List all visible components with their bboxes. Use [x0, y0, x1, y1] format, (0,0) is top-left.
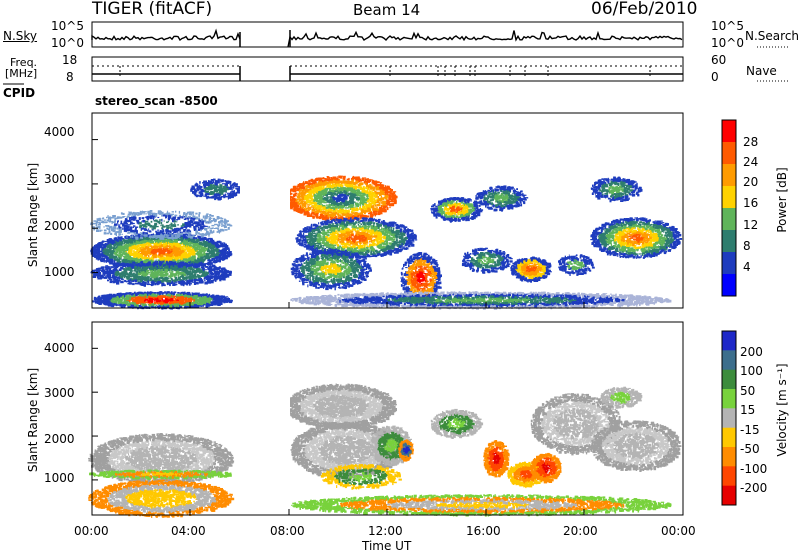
- date-label: 06/Feb/2010: [591, 0, 697, 19]
- velocity-colorbar-swatch: [722, 447, 736, 467]
- velocity-colorbar-swatch: [722, 350, 736, 370]
- velocity-colorbar-swatch: [722, 466, 736, 486]
- nave-tick-top: 60: [711, 53, 726, 67]
- velocity-ytick-3000: 3000: [44, 386, 75, 400]
- power-ytick-1000: 1000: [44, 265, 75, 279]
- velocity-colorbar-swatch: [722, 389, 736, 409]
- velocity-ylabel: Slant Range [km]: [26, 368, 40, 472]
- velocity-ytick-2000: 2000: [44, 432, 75, 446]
- nsky-label: N.Sky: [3, 29, 37, 43]
- xtick-0: 00:00: [74, 524, 109, 538]
- nave-label: Nave: [746, 64, 777, 78]
- power-cbar-tick: 12: [743, 218, 758, 232]
- nsearch-label: N.Search: [745, 29, 799, 43]
- velocity-colorbar-swatch: [722, 486, 736, 506]
- xtick-4: 16:00: [466, 524, 501, 538]
- nsky-tick-top: 10^5: [51, 19, 84, 33]
- power-ytick-4000: 4000: [44, 125, 75, 139]
- power-colorbar-swatch: [722, 120, 736, 143]
- xtick-5: 20:00: [563, 524, 598, 538]
- nsky-panel: [92, 22, 683, 47]
- velocity-cbar-tick: -200: [740, 481, 767, 495]
- xlabel: Time UT: [362, 539, 411, 553]
- freq-tick-bottom: 8: [66, 70, 74, 84]
- velocity-cbar-tick: 100: [740, 364, 763, 378]
- nave-tick-bottom: 0: [711, 70, 719, 84]
- velocity-colorbar-swatch: [722, 428, 736, 448]
- velocity-ytick-1000: 1000: [44, 471, 75, 485]
- power-cbar-tick: 28: [743, 135, 758, 149]
- velocity-cbar-tick: 200: [740, 345, 763, 359]
- cpid-label: CPID: [3, 86, 35, 100]
- velocity-cbar-tick: -50: [740, 442, 760, 456]
- velocity-cbar-title: Velocity [m s⁻¹]: [775, 363, 789, 456]
- velocity-colorbar-swatch: [722, 370, 736, 390]
- power-colorbar-swatch: [722, 142, 736, 165]
- velocity-cbar-tick: 50: [740, 384, 755, 398]
- power-cbar-title: Power [dB]: [775, 167, 789, 232]
- power-cbar-tick: 8: [743, 239, 751, 253]
- xtick-3: 12:00: [368, 524, 403, 538]
- power-cbar-tick: 20: [743, 175, 758, 189]
- power-heatmap: [90, 176, 682, 310]
- power-colorbar-swatch: [722, 186, 736, 209]
- xtick-2: 08:00: [270, 524, 305, 538]
- power-colorbar-swatch: [722, 274, 736, 297]
- freq-tick-top: 18: [62, 53, 77, 67]
- velocity-ytick-4000: 4000: [44, 341, 75, 355]
- radar-plot: [0, 0, 800, 554]
- cpid-value: stereo_scan -8500: [95, 94, 218, 108]
- nsearch-tick-top: 10^5: [711, 19, 744, 33]
- nsearch-tick-bottom: 10^0: [711, 36, 744, 50]
- velocity-heatmap: [88, 384, 681, 518]
- power-colorbar-swatch: [722, 164, 736, 187]
- velocity-cbar-tick: -15: [740, 423, 760, 437]
- plot-title: TIGER (fitACF): [92, 0, 212, 19]
- freq-unit: [MHz]: [5, 67, 37, 80]
- velocity-colorbar-swatch: [722, 331, 736, 351]
- velocity-cbar-tick: -100: [740, 462, 767, 476]
- beam-label: Beam 14: [353, 1, 420, 19]
- velocity-cbar-tick: 15: [740, 403, 755, 417]
- freq-panel: [92, 57, 683, 81]
- power-data-gap: [240, 113, 290, 308]
- power-colorbar-swatch: [722, 208, 736, 231]
- power-ylabel: Slant Range [km]: [26, 163, 40, 267]
- nsky-series: [92, 31, 682, 48]
- power-ytick-3000: 3000: [44, 172, 75, 186]
- xtick-1: 04:00: [171, 524, 206, 538]
- power-cbar-tick: 4: [743, 260, 751, 274]
- power-cbar-tick: 16: [743, 196, 758, 210]
- velocity-data-gap: [240, 322, 290, 515]
- nsky-tick-bottom: 10^0: [51, 36, 84, 50]
- power-colorbar-swatch: [722, 230, 736, 253]
- power-colorbar-swatch: [722, 252, 736, 275]
- xtick-6: 00:00: [661, 524, 696, 538]
- velocity-colorbar-swatch: [722, 408, 736, 428]
- power-cbar-tick: 24: [743, 155, 758, 169]
- power-ytick-2000: 2000: [44, 219, 75, 233]
